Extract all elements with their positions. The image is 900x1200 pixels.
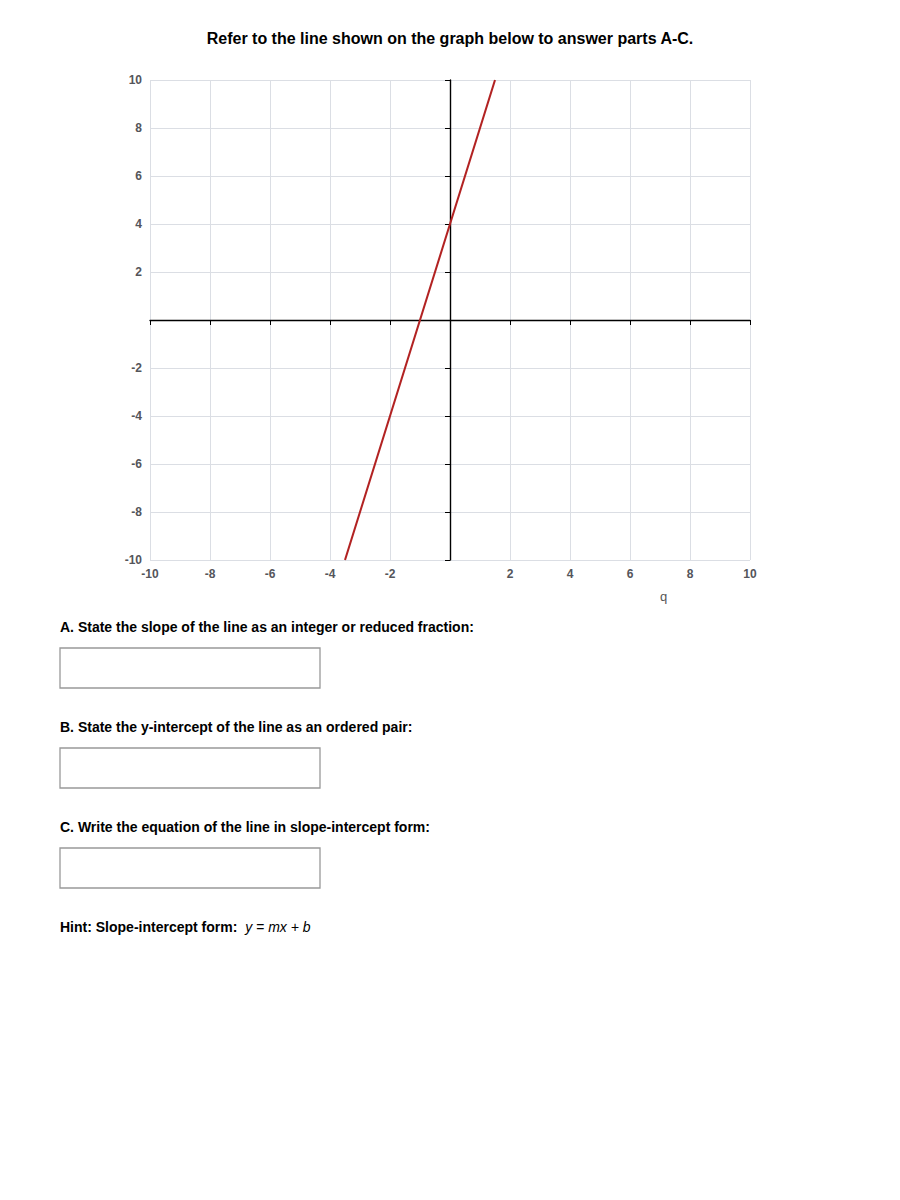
svg-text:-10: -10 — [125, 553, 143, 567]
svg-text:-6: -6 — [131, 457, 142, 471]
svg-text:B. State the y-intercept of th: B. State the y-intercept of the line as … — [60, 719, 412, 735]
svg-text:8: 8 — [687, 567, 694, 581]
svg-text:y = mx + b: y = mx + b — [244, 919, 311, 935]
svg-text:-8: -8 — [131, 505, 142, 519]
svg-text:8: 8 — [135, 121, 142, 135]
svg-text:6: 6 — [135, 169, 142, 183]
svg-text:2: 2 — [135, 265, 142, 279]
svg-text:-2: -2 — [131, 361, 142, 375]
svg-text:Hint: Slope-intercept form:: Hint: Slope-intercept form: — [60, 919, 241, 935]
svg-text:Refer to the line shown on the: Refer to the line shown on the graph bel… — [207, 30, 694, 47]
svg-text:10: 10 — [129, 73, 143, 87]
svg-text:q: q — [660, 589, 667, 604]
svg-text:A. State the slope of the line: A. State the slope of the line as an int… — [60, 619, 474, 635]
svg-text:-4: -4 — [131, 409, 142, 423]
svg-text:C. Write the equation of the l: C. Write the equation of the line in slo… — [60, 819, 430, 835]
svg-text:-2: -2 — [385, 567, 396, 581]
svg-text:-4: -4 — [325, 567, 336, 581]
svg-text:-8: -8 — [205, 567, 216, 581]
svg-text:4: 4 — [135, 217, 142, 231]
svg-text:6: 6 — [627, 567, 634, 581]
svg-text:-10: -10 — [141, 567, 159, 581]
svg-text:-6: -6 — [265, 567, 276, 581]
svg-text:10: 10 — [743, 567, 757, 581]
svg-text:2: 2 — [507, 567, 514, 581]
svg-text:4: 4 — [567, 567, 574, 581]
